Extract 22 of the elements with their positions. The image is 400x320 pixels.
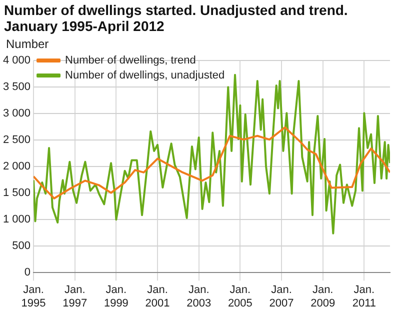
- x-tick-label: Jan. 1997: [62, 284, 88, 310]
- x-tick-label: Jan. 1999: [104, 284, 128, 310]
- y-tick-label: 3 000: [2, 108, 31, 120]
- chart-title: Number of dwellings started. Unadjusted and trend. January 1995-April 2012: [3, 1, 349, 34]
- y-tick-label: 2 500: [2, 134, 31, 146]
- y-tick-label: 3 500: [2, 81, 31, 94]
- x-tick-label: Jan. 2005: [228, 284, 252, 310]
- y-tick-label: 500: [12, 240, 31, 252]
- x-tick-label: Jan. 2007: [269, 284, 294, 310]
- x-tick-label: Jan. 2011: [352, 284, 376, 310]
- y-tick-label: 0: [24, 266, 31, 279]
- legend-label: Number of dwellings, unadjusted: [65, 70, 225, 82]
- y-tick-label: 4 000: [2, 54, 31, 67]
- y-tick-label: 1 000: [2, 214, 31, 226]
- x-tick-label: Jan. 1995: [21, 284, 46, 310]
- x-tick-label: Jan. 2003: [186, 284, 212, 310]
- x-tick-label: Jan. 2009: [310, 284, 336, 310]
- y-tick-label: 1 500: [2, 187, 31, 200]
- legend-label: Number of dwellings, trend: [65, 54, 196, 67]
- y-tick-label: 2 000: [2, 160, 31, 173]
- x-tick-label: Jan. 2001: [145, 284, 170, 310]
- y-axis-title: Number: [5, 36, 50, 51]
